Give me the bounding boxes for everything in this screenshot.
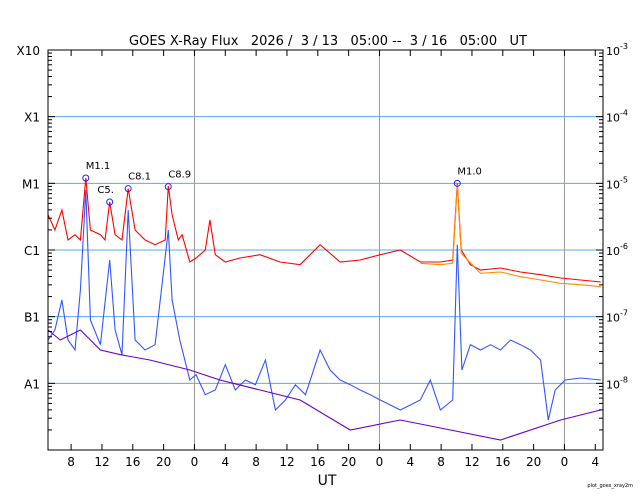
flare-label: M1.1 [86, 161, 111, 172]
x-tick-label: 20 [526, 455, 541, 469]
x-tick-label: 8 [252, 455, 260, 469]
axis-ticks: 8 12 16 20 0 4 8 12 16 20 0 4 8 12 16 20 0 4 X10 X1 M1 C1 B1 A1… [17, 42, 628, 469]
flare-marker [124, 185, 132, 193]
x-tick-label: 0 [561, 455, 569, 469]
y-tick-label-right-exp: -5 [620, 175, 628, 184]
x-tick-label: 4 [221, 455, 229, 469]
x-tick-label: 4 [406, 455, 414, 469]
y-tick-label-right-exp: -3 [620, 42, 628, 51]
y-tick-label-right-base: 10 [606, 112, 620, 125]
y-tick-label-right-exp: -8 [620, 375, 628, 384]
y-tick-label-right-base: 10 [606, 312, 620, 325]
y-tick-label-right-base: 10 [606, 378, 620, 391]
flare-markers: M1.1 C5. C8.1 C8.9 M1.0 [82, 161, 482, 206]
series-line-short-primary [47, 189, 601, 421]
x-tick-label: 12 [279, 455, 294, 469]
flare-marker [82, 174, 90, 182]
x-tick-label: 0 [376, 455, 384, 469]
chart-title: GOES X-Ray Flux 2026 / 3 / 13 05:00 -- 3… [129, 34, 527, 49]
flare-marker [106, 198, 114, 206]
y-tick-label-left: X1 [24, 111, 40, 125]
x-tick-label: 12 [94, 455, 109, 469]
y-tick-label-left: B1 [24, 311, 40, 325]
x-tick-label: 12 [464, 455, 479, 469]
series-line-short-secondary [47, 329, 601, 441]
flare-label: C8.9 [168, 170, 191, 181]
y-tick-label-right-base: 10 [606, 245, 620, 258]
x-tick-label: 20 [156, 455, 171, 469]
flare-label: C5. [97, 185, 114, 196]
y-tick-label-left: A1 [24, 377, 40, 391]
x-tick-label: 4 [591, 455, 599, 469]
x-tick-label: 8 [67, 455, 75, 469]
x-axis-label: UT [318, 473, 337, 489]
y-tick-label-right-exp: -7 [620, 309, 628, 318]
y-tick-label-left: M1 [22, 177, 40, 191]
y-tick-label-right-base: 10 [606, 45, 620, 58]
series-lines [47, 177, 601, 441]
y-tick-label-right-base: 10 [606, 178, 620, 191]
series-line-long-secondary [420, 184, 601, 288]
footer-label: plot_goes_xray2m [587, 483, 633, 489]
x-tick-label: 16 [495, 455, 510, 469]
y-tick-label-right-exp: -4 [620, 109, 628, 118]
day-boundaries [193, 50, 565, 450]
flare-marker [453, 179, 461, 187]
x-tick-label: 16 [125, 455, 140, 469]
x-tick-label: 16 [310, 455, 325, 469]
flare-marker [164, 183, 172, 191]
y-tick-label-right-exp: -6 [620, 242, 628, 251]
x-tick-label: 0 [191, 455, 199, 469]
y-tick-label-left: C1 [24, 244, 40, 258]
flare-label: C8.1 [128, 172, 151, 183]
y-tick-label-left: X10 [17, 44, 41, 58]
flare-label: M1.0 [457, 166, 482, 177]
x-tick-label: 8 [437, 455, 445, 469]
x-tick-label: 20 [341, 455, 356, 469]
